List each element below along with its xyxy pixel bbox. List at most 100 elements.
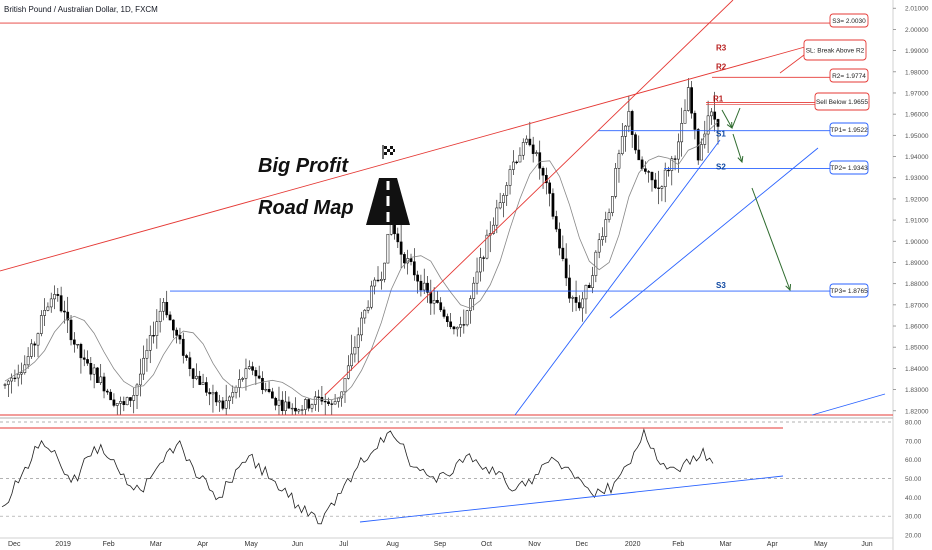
candle-body xyxy=(515,161,518,164)
rsi-axis[interactable]: 80.00 70.00 60.00 50.00 40.00 30.00 20.00 xyxy=(905,420,922,540)
price-panel[interactable] xyxy=(3,78,720,415)
candle-body xyxy=(343,378,347,393)
candle-body xyxy=(142,357,145,375)
candle-body xyxy=(92,367,96,375)
candle-body xyxy=(594,251,598,276)
candle-body xyxy=(333,401,337,405)
candle-body xyxy=(115,403,119,406)
price-tick-label: 1.82000 xyxy=(905,408,929,415)
candle-body xyxy=(66,311,70,321)
time-axis[interactable]: Dec 2019 Feb Mar Apr May Jun Jul Aug Sep Oct Nov Dec… xyxy=(8,541,873,548)
candle-body xyxy=(155,321,159,336)
candle-body xyxy=(419,280,423,291)
candle-body xyxy=(693,112,697,130)
annotation-tp3-text: TP3= 1.8765 xyxy=(830,288,868,295)
candle-body xyxy=(502,195,505,203)
candle-body xyxy=(422,282,426,291)
candle-body xyxy=(350,353,353,367)
candle-body xyxy=(79,343,83,359)
candle-body xyxy=(673,158,677,160)
candle-body xyxy=(627,111,631,127)
price-axis[interactable]: 2.01000 2.00000 1.99000 1.98000 1.97000 1.960… xyxy=(893,6,929,416)
candle-body xyxy=(330,403,334,405)
time-tick-label: Apr xyxy=(197,541,209,548)
price-tick-label: 1.87000 xyxy=(905,302,929,309)
candle-body xyxy=(683,110,687,124)
time-tick-label: Feb xyxy=(103,541,115,548)
candle-body xyxy=(554,216,558,230)
annotations-layer: R3 R2 R1 S1 S2 S3 SL: Break Above R2 R2= 1.9774… xyxy=(713,13,870,298)
candle-body xyxy=(370,285,373,308)
candle-body xyxy=(76,343,79,346)
candle-body xyxy=(379,279,383,281)
candle-body xyxy=(6,380,10,385)
rsi-panel[interactable] xyxy=(0,421,893,525)
candle-body xyxy=(294,407,297,412)
annotation-tp2-text: TP2= 1.9343 xyxy=(830,165,868,172)
candle-body xyxy=(686,87,690,111)
trendlines-layer xyxy=(0,0,886,416)
candle-body xyxy=(396,233,400,243)
candle-body xyxy=(455,327,459,330)
candle-body xyxy=(525,138,528,143)
annotation-sl-pointer xyxy=(779,54,805,74)
price-tick-label: 1.86000 xyxy=(905,324,929,331)
candle-body xyxy=(327,401,330,404)
chart-title: British Pound / Australian Dollar, 1D, F… xyxy=(4,5,158,14)
candle-body xyxy=(16,373,20,379)
candle-body xyxy=(178,335,182,340)
candle-body xyxy=(181,338,185,356)
candle-body xyxy=(191,368,195,379)
candle-body xyxy=(465,310,469,326)
candle-body xyxy=(363,309,367,319)
candle-body xyxy=(264,389,268,391)
candle-body xyxy=(469,298,472,311)
label-r3: R3 xyxy=(716,43,727,52)
levels-layer xyxy=(0,22,893,416)
candle-body xyxy=(96,367,99,383)
candle-body xyxy=(82,357,86,360)
candle-body xyxy=(700,144,703,161)
candle-body xyxy=(634,134,637,151)
candle-body xyxy=(432,300,436,304)
price-tick-label: 1.85000 xyxy=(905,345,929,352)
time-tick-label: Mar xyxy=(150,541,163,548)
support-trendline-3 xyxy=(811,393,886,416)
candle-body xyxy=(617,153,621,169)
candle-body xyxy=(660,186,664,189)
candle-body xyxy=(620,136,624,154)
rsi-tick-label: 50.00 xyxy=(905,476,922,483)
candle-body xyxy=(3,384,7,386)
annotation-tp2 xyxy=(829,160,869,175)
candle-body xyxy=(505,185,509,196)
candle-body xyxy=(393,223,396,235)
candle-body xyxy=(224,400,228,409)
overlay-title-line1: Big Profit xyxy=(258,155,349,177)
annotation-r2 xyxy=(829,68,869,83)
candle-body xyxy=(102,376,106,392)
overlay-title-line2: Road Map xyxy=(258,197,354,219)
support-trendline-2 xyxy=(609,147,819,319)
candle-body xyxy=(373,279,377,287)
candle-body xyxy=(426,282,429,293)
candle-body xyxy=(112,399,116,406)
candle-body xyxy=(69,319,73,341)
candle-body xyxy=(63,310,66,313)
time-tick-label: Jun xyxy=(292,541,303,548)
candle-body xyxy=(317,396,320,398)
candle-body xyxy=(241,378,245,380)
candle-body xyxy=(162,302,165,312)
candle-body xyxy=(710,111,713,117)
price-tick-label: 1.98000 xyxy=(905,69,929,76)
candle-body xyxy=(630,111,634,135)
candle-body xyxy=(657,187,660,189)
candle-body xyxy=(459,324,462,328)
candle-body xyxy=(274,397,278,406)
candle-body xyxy=(33,343,37,346)
candle-body xyxy=(439,302,443,311)
candle-body xyxy=(10,377,13,382)
candle-body xyxy=(185,355,188,358)
time-tick-label: Oct xyxy=(481,541,492,548)
time-tick-label: Aug xyxy=(386,541,399,548)
